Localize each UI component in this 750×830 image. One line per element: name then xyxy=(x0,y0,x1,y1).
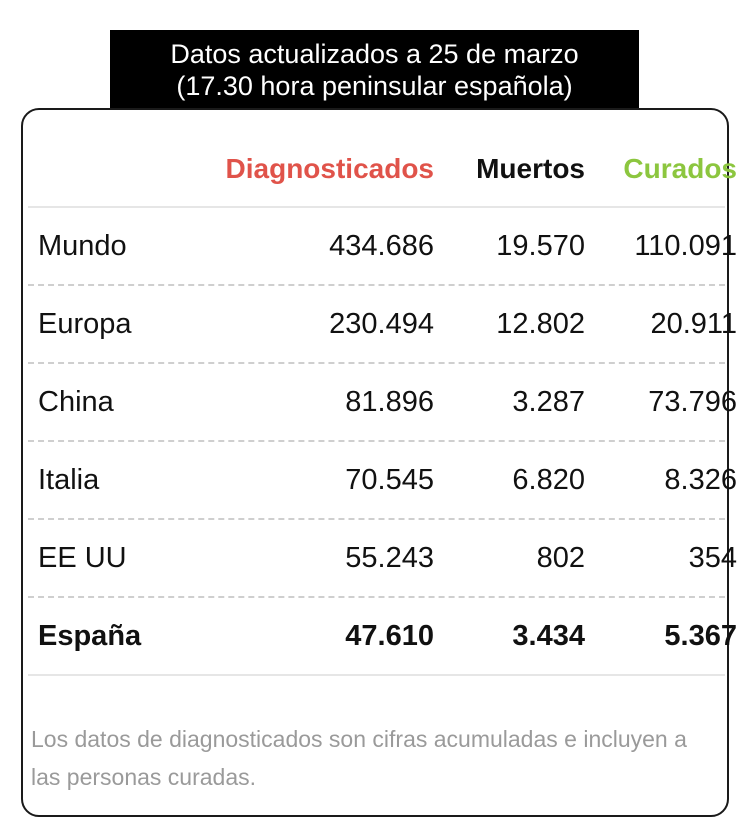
header-muertos: Muertos xyxy=(476,153,585,184)
update-date-text: Datos actualizados a 25 de marzo xyxy=(170,39,579,69)
row-muertos: 3.434 xyxy=(512,620,585,652)
update-time-text: (17.30 hora peninsular española) xyxy=(176,71,573,101)
table-row: EE UU 55.243 802 354 xyxy=(28,520,737,598)
table-row-highlight: España 47.610 3.434 5.367 xyxy=(28,598,737,676)
table-row: Europa 230.494 12.802 20.911 xyxy=(28,286,737,364)
row-curados: 73.796 xyxy=(648,386,737,418)
row-curados: 20.911 xyxy=(650,308,737,340)
row-diagnosticados: 55.243 xyxy=(345,542,434,574)
row-diagnosticados: 81.896 xyxy=(345,386,434,418)
row-muertos: 802 xyxy=(536,542,585,574)
update-banner: Datos actualizados a 25 de marzo (17.30 … xyxy=(110,30,639,108)
row-muertos: 6.820 xyxy=(512,464,585,496)
table-row: China 81.896 3.287 73.796 xyxy=(28,364,737,442)
header-curados: Curados xyxy=(623,153,737,184)
stats-table: Diagnosticados Muertos Curados Mundo 434… xyxy=(28,110,737,676)
stats-card: Diagnosticados Muertos Curados Mundo 434… xyxy=(21,108,737,817)
row-name: Mundo xyxy=(38,230,127,262)
row-name: España xyxy=(38,620,142,652)
row-curados: 354 xyxy=(688,542,737,574)
footnote: Los datos de diagnosticados son cifras a… xyxy=(31,726,687,790)
row-curados: 5.367 xyxy=(664,620,737,652)
row-muertos: 3.287 xyxy=(512,386,585,418)
table-row: Mundo 434.686 19.570 110.091 xyxy=(28,208,737,286)
row-name: China xyxy=(38,386,114,418)
header-diagnosticados: Diagnosticados xyxy=(225,153,434,184)
row-name: Europa xyxy=(38,308,132,340)
row-name: Italia xyxy=(38,464,100,496)
table-header-row: Diagnosticados Muertos Curados xyxy=(28,110,737,208)
row-diagnosticados: 70.545 xyxy=(345,464,434,496)
row-diagnosticados: 47.610 xyxy=(345,620,434,652)
row-diagnosticados: 230.494 xyxy=(329,308,434,340)
row-name: EE UU xyxy=(38,542,127,574)
row-curados: 8.326 xyxy=(664,464,737,496)
row-muertos: 12.802 xyxy=(496,308,585,340)
row-muertos: 19.570 xyxy=(496,230,585,262)
table-row: Italia 70.545 6.820 8.326 xyxy=(28,442,737,520)
row-curados: 110.091 xyxy=(634,230,737,262)
row-diagnosticados: 434.686 xyxy=(329,230,434,262)
